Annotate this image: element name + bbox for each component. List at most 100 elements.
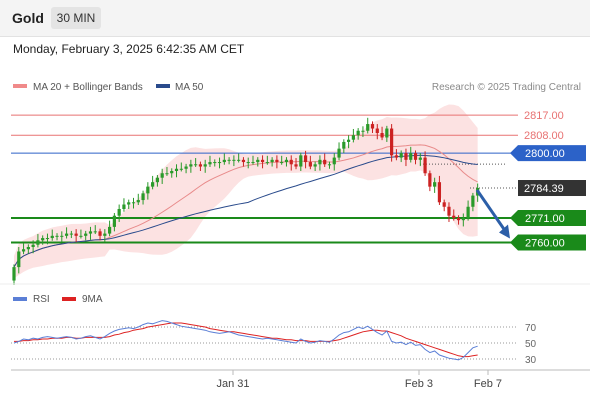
candle-body: [260, 159, 265, 163]
level-label-2: 2800.00: [525, 148, 565, 160]
candle-body: [98, 231, 102, 236]
level-tag-4: [510, 234, 586, 251]
level-label-1: 2808.00: [524, 130, 564, 142]
rsi-legend-label: RSI: [33, 294, 50, 305]
candle-body: [390, 128, 394, 156]
candle-body: [461, 217, 465, 221]
candle-body: [237, 159, 241, 161]
candle-body: [26, 247, 30, 250]
price-levels: [11, 114, 518, 244]
current-price-label: 2784.39: [524, 183, 564, 195]
candle-body: [88, 231, 93, 234]
level-label-4: 2760.00: [525, 238, 565, 250]
rsi-legend-swatch: [13, 297, 27, 301]
candle-body: [308, 162, 312, 167]
x-tick-label: Feb 7: [474, 378, 502, 390]
ma50-legend-swatch: [156, 84, 170, 88]
candle-body: [370, 124, 375, 129]
rsi-ma-legend-label: 9MA: [82, 294, 103, 305]
candle-body: [208, 162, 212, 165]
candle-body: [275, 159, 279, 163]
candle-body: [127, 202, 131, 205]
candle-body: [251, 162, 255, 164]
level-tag-3: [510, 209, 586, 226]
candle-body: [227, 159, 231, 161]
candle-body: [366, 124, 370, 131]
level-labels: 2817.00 2808.00 2800.00 2771.00 2760.00 2784.…: [510, 110, 586, 251]
candle-body: [194, 164, 198, 166]
candle-body: [69, 233, 73, 235]
candle-body: [55, 235, 59, 237]
bollinger-fill: [14, 104, 478, 279]
candle-body: [131, 202, 136, 204]
level-label-3: 2771.00: [525, 213, 565, 225]
rsi-tick-70: 70: [525, 323, 537, 334]
ma50-legend-label: MA 50: [175, 82, 204, 93]
candle-body: [12, 267, 16, 281]
candle-body: [394, 155, 398, 158]
candle-body: [84, 233, 88, 236]
candle-body: [256, 159, 260, 163]
candle-body: [17, 251, 21, 268]
candle-body: [428, 173, 432, 187]
candle-body: [146, 186, 150, 194]
candle-body: [64, 233, 69, 236]
candle-body: [170, 171, 174, 174]
candle-body: [160, 173, 164, 178]
level-tag-2: [510, 145, 586, 162]
candle-body: [155, 177, 159, 183]
x-tick-label: Feb 3: [405, 378, 433, 390]
candle-body: [347, 139, 351, 142]
candle-body: [189, 164, 193, 167]
rsi-tick-50: 50: [525, 339, 537, 350]
candle-body: [122, 204, 126, 209]
level-label-0: 2817.00: [524, 110, 564, 122]
candle-body: [303, 155, 308, 163]
candle-body: [332, 157, 336, 165]
bollinger-legend-swatch: [13, 84, 27, 88]
candle-body: [466, 206, 470, 218]
bollinger-band: [14, 104, 478, 279]
x-axis-ticks: Jan 31 Feb 3 Feb 7: [216, 370, 502, 390]
candle-body: [437, 182, 442, 203]
candle-body: [74, 233, 78, 236]
candle-body: [327, 164, 332, 166]
rsi-line: [13, 320, 478, 361]
candle-body: [404, 153, 408, 160]
candle-body: [342, 141, 346, 149]
candle-body: [313, 164, 317, 167]
candle-body: [21, 249, 26, 252]
candle-body: [141, 193, 145, 201]
candle-body: [222, 159, 226, 163]
candle-body: [289, 159, 293, 165]
candle-body: [361, 130, 365, 132]
candle-body: [117, 209, 121, 216]
forecast-arrow: [475, 189, 510, 239]
candle-body: [45, 238, 50, 240]
candle-body: [50, 235, 54, 239]
candle-body: [184, 166, 188, 169]
candle-body: [41, 238, 45, 241]
candle-body: [136, 200, 140, 203]
candle-body: [418, 157, 422, 160]
rsi-tick-30: 30: [525, 355, 537, 366]
candle-body: [471, 195, 475, 207]
candle-body: [433, 182, 437, 187]
x-tick-label: Jan 31: [216, 378, 249, 390]
candle-body: [265, 162, 269, 164]
candle-body: [447, 206, 451, 216]
candle-body: [151, 182, 155, 187]
candle-body: [284, 159, 289, 163]
candle-body: [217, 162, 222, 164]
candle-body: [299, 155, 303, 167]
candle-body: [112, 215, 116, 227]
candle-body: [31, 244, 35, 247]
candle-body: [413, 153, 418, 160]
timeframe-button[interactable]: 30 MIN: [51, 7, 101, 29]
rsi-panel: 70 50 30: [11, 320, 537, 366]
current-price-tag: [518, 180, 586, 197]
candle-body: [356, 130, 360, 136]
top-bar: Gold 30 MIN: [0, 0, 590, 37]
candle-body: [60, 235, 64, 237]
